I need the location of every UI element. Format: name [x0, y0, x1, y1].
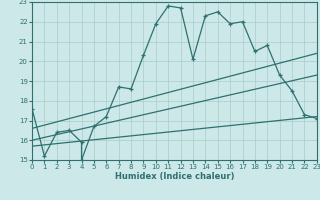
X-axis label: Humidex (Indice chaleur): Humidex (Indice chaleur) [115, 172, 234, 181]
